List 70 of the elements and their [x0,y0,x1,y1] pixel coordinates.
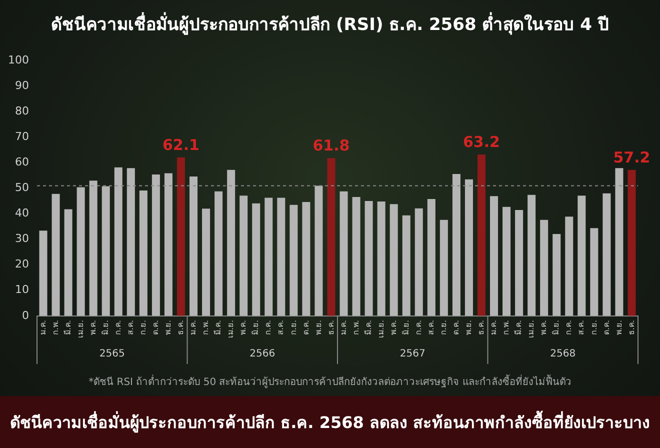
text: 2566 [250,348,276,360]
x-tick-label: มี.ค. [364,320,373,336]
y-tick-label: 0 [22,308,29,322]
x-tick-label: มิ.ย. [401,320,410,336]
x-tick-label: ต.ค. [452,320,461,336]
x-tick-label: ส.ค. [576,320,586,336]
x-tick-label: พ.ย. [164,320,173,336]
x-tick-label: ธ.ค. [176,320,186,336]
x-tick-label: ส.ค. [426,320,436,336]
x-tick-label: ม.ค. [338,320,348,336]
y-tick-label: 40 [14,206,29,220]
x-tick-label: มิ.ย. [251,320,260,336]
x-tick-label: ก.พ. [50,320,60,336]
x-tick-label: มี.ค. [214,320,223,336]
text: 2567 [400,348,426,360]
x-tick-label: ก.ค. [564,320,574,336]
x-tick-label: ธ.ค. [626,320,636,336]
x-tick-label: พ.ค. [539,320,548,336]
x-tick-label: ก.พ. [502,320,511,336]
x-tick-label: ก.ย. [439,320,448,336]
y-tick-label: 50 [14,181,29,194]
x-tick-label: ส.ค. [276,320,286,336]
x-tick-label: ก.พ. [201,320,210,336]
text: ดัชนีความเชื่อมั่นผู้ประกอบการค้าปลีก ธ.ค. 2568 ลดลง สะท้อนภาพกำลังซื้อที่ยังเปราะบาง [0,396,660,448]
text: 2565 [99,348,125,360]
x-tick-label: ต.ค. [602,320,611,336]
data-label: 57.2 [613,148,650,166]
x-tick-label: พ.ค. [238,320,248,336]
y-tick-label: 60 [14,156,29,169]
chart-title: ดัชนีความเชื่อมั่นผู้ประกอบการค้าปลีก (RSI) ธ.ค. 2568 ต่ำสุดในรอบ 4 ปี [50,11,610,37]
x-tick-label: ม.ค. [38,320,48,336]
data-label: 61.8 [312,136,350,155]
x-tick-label: ก.ย. [138,320,148,336]
x-tick-label: พ.ค. [388,320,398,336]
x-tick-label: ม.ค. [489,320,498,336]
x-tick-label: ส.ค. [126,320,135,336]
x-tick-label: พ.ค. [88,320,98,336]
x-tick-label: ต.ค. [151,320,160,336]
x-tick-label: ต.ค. [301,320,310,336]
x-tick-label: เม.ย. [526,320,536,338]
x-tick-label: ม.ค. [188,320,198,336]
x-tick-label: พ.ย. [464,320,474,336]
y-tick-label: 80 [14,104,29,118]
x-tick-label: ก.ย. [589,320,598,336]
x-tick-label: ก.ค. [414,320,423,336]
y-tick-label: 90 [14,78,29,92]
x-tick-label: มี.ค. [63,320,72,336]
x-tick-label: เม.ย. [376,320,386,338]
x-tick-label: เม.ย. [226,320,236,338]
y-tick-label: 70 [14,130,29,144]
x-tick-label: พ.ย. [614,320,624,336]
data-label: 62.1 [162,136,200,154]
x-tick-label: มิ.ย. [552,320,561,336]
text: 2568 [550,348,576,360]
y-tick-label: 20 [14,258,29,271]
text: *ดัชนี RSI ถ้าต่ำกว่าระดับ 50 สะท้อนว่าผู้ประกอบการค้าปลีกยังกังวลต่อภาวะเศรษฐกิจ และกำลังซื้อที่ยังไม่ฟื้นตัว [88,374,572,390]
x-tick-label: ก.ค. [113,320,122,336]
y-tick-label: 10 [14,283,29,296]
y-tick-label: 30 [14,232,29,246]
x-tick-label: พ.ย. [314,320,323,336]
x-tick-label: มี.ค. [514,320,524,336]
data-label: 63.2 [462,132,500,151]
x-tick-label: ก.ค. [264,320,273,336]
y-tick-label: 100 [8,53,29,66]
x-tick-label: มิ.ย. [100,320,110,336]
x-tick-label: เม.ย. [76,320,85,338]
x-tick-label: ก.พ. [351,320,360,336]
x-tick-label: ก.ย. [288,320,298,336]
x-tick-label: ธ.ค. [326,320,336,336]
x-tick-label: ธ.ค. [476,320,486,336]
